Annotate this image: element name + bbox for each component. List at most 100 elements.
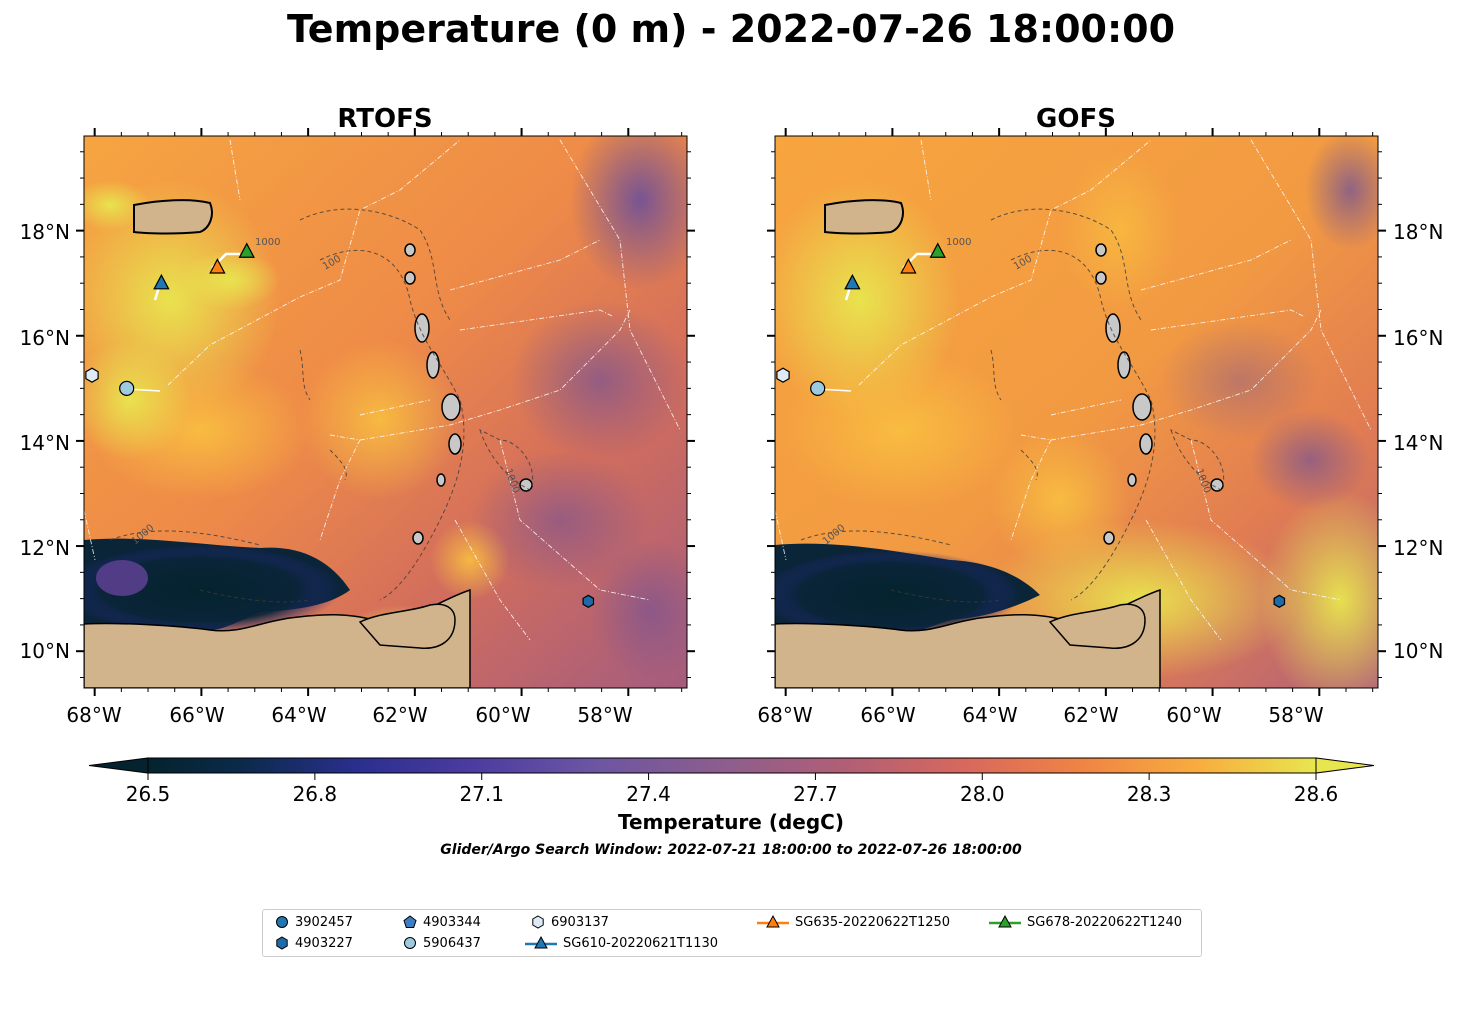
platform-marker-sg635-20220622t1250 <box>900 258 917 274</box>
colorbar-ticks: 26.5 26.8 27.1 27.4 27.7 28.0 28.3 28.6 <box>126 773 1338 806</box>
markers-gofs <box>776 242 1286 608</box>
cool-eddy <box>96 560 148 596</box>
colorbar-tick-label: 27.4 <box>626 782 671 806</box>
land-puerto-rico <box>133 199 213 235</box>
map-panel-rtofs: 1000 100 1000 1000 <box>84 136 687 688</box>
platform-marker-sg635-20220622t1250 <box>209 258 226 274</box>
island <box>1127 473 1137 487</box>
colorbar-tick-label: 26.5 <box>126 782 171 806</box>
land-trinidad-area <box>358 603 456 649</box>
colorbar-tick-label: 28.3 <box>1127 782 1172 806</box>
eez-boundaries <box>775 139 1372 641</box>
cool-patch <box>1160 320 1320 440</box>
legend-item-4903227: 4903227 <box>275 934 353 952</box>
x-tick-label: 64°W <box>271 703 326 727</box>
bathymetry-contours <box>109 208 534 603</box>
platform-marker-5906437 <box>810 380 826 396</box>
warm-patch <box>1060 150 1180 310</box>
legend-label: SG610-20220621T1130 <box>563 935 719 951</box>
colorbar-extend-min <box>88 757 149 774</box>
pentagon-marker-icon <box>403 915 417 928</box>
island <box>1095 271 1107 285</box>
y-tick-label: 12°N <box>1393 536 1443 560</box>
search-window-note: Glider/Argo Search Window: 2022-07-21 18… <box>440 842 1022 858</box>
cold-upwelling-region <box>775 550 1020 640</box>
x-tick-label: 60°W <box>475 703 530 727</box>
colorbar-tick-label: 28.0 <box>960 782 1005 806</box>
platform-marker-sg678-20220622t1240 <box>238 242 255 258</box>
platform-marker-sg610-20220621t1130 <box>844 273 861 290</box>
hexagon-marker-icon <box>532 915 544 929</box>
legend-item-sg610: SG610-20220621T1130 <box>525 934 718 952</box>
legend-item-5906437: 5906437 <box>403 934 481 952</box>
figure-title: Temperature (0 m) - 2022-07-26 18:00:00 <box>287 7 1175 51</box>
legend-label: 5906437 <box>423 935 481 951</box>
island <box>414 313 430 343</box>
platform-marker-6903137 <box>776 367 790 383</box>
island <box>448 433 462 455</box>
panel-title-rtofs: RTOFS <box>337 104 432 134</box>
colorbar-tick-label: 26.8 <box>293 782 338 806</box>
cold-upwelling-region <box>84 545 340 635</box>
hexagon-marker-icon <box>276 936 288 950</box>
platform-marker-sg678-20220622t1240 <box>929 242 946 258</box>
cool-patch <box>1305 136 1378 250</box>
island <box>1117 351 1131 379</box>
island <box>412 531 424 545</box>
x-tick-label: 62°W <box>1063 703 1118 727</box>
legend-item-6903137: 6903137 <box>531 913 609 931</box>
triangle-line-marker-icon <box>525 935 557 949</box>
land-trinidad-area <box>1048 603 1146 649</box>
island <box>1105 313 1121 343</box>
platform-marker-5906437 <box>119 380 135 396</box>
legend-label: 4903344 <box>423 914 481 930</box>
markers-rtofs <box>85 242 595 608</box>
island <box>441 393 461 421</box>
warm-patch <box>300 340 460 500</box>
x-tick-label: 68°W <box>757 703 812 727</box>
legend-item-3902457: 3902457 <box>275 913 353 931</box>
y-tick-label: 14°N <box>1393 431 1443 455</box>
x-tick-label: 60°W <box>1166 703 1221 727</box>
x-tick-label: 58°W <box>577 703 632 727</box>
cool-patch <box>510 300 687 460</box>
y-tick-label: 10°N <box>1393 639 1443 663</box>
island <box>1139 433 1153 455</box>
eez-boundaries <box>84 139 681 641</box>
legend-item-sg678: SG678-20220622T1240 <box>989 913 1182 931</box>
land-puerto-rico <box>824 199 904 235</box>
island <box>426 351 440 379</box>
island <box>1095 243 1107 257</box>
x-tick-label: 58°W <box>1268 703 1323 727</box>
cool-patch <box>590 540 687 680</box>
y-tick-label: 18°N <box>1393 220 1443 244</box>
y-tick-label: 14°N <box>20 431 70 455</box>
x-tick-label: 62°W <box>372 703 427 727</box>
y-tick-label: 12°N <box>20 536 70 560</box>
colorbar-tick-label: 27.7 <box>793 782 838 806</box>
platform-marker-sg610-20220621t1130 <box>153 273 170 290</box>
circle-marker-icon <box>404 937 416 949</box>
x-tick-label: 66°W <box>860 703 915 727</box>
warm-patch <box>990 430 1130 570</box>
colorbar-extend-max <box>1315 757 1375 774</box>
contour-label: 1000 <box>946 237 971 248</box>
x-tick-label: 68°W <box>66 703 121 727</box>
panel-title-gofs: GOFS <box>1036 104 1116 134</box>
warm-patch <box>180 250 280 310</box>
platform-marker-4903227 <box>582 594 595 608</box>
colorbar-body <box>147 757 1317 774</box>
legend-label: 3902457 <box>295 914 353 930</box>
x-tick-label: 66°W <box>169 703 224 727</box>
warm-patch <box>780 350 1020 510</box>
legend-label: SG678-20220622T1240 <box>1027 914 1183 930</box>
map-frame-gofs <box>774 135 1379 689</box>
map-frame-rtofs <box>83 135 688 689</box>
map-panel-gofs: 1000 100 1000 1000 <box>775 136 1378 688</box>
triangle-line-marker-icon <box>989 914 1021 928</box>
island <box>436 473 446 487</box>
warm-patch <box>84 340 190 460</box>
y-tick-label: 18°N <box>20 220 70 244</box>
colorbar-label: Temperature (degC) <box>618 810 844 834</box>
